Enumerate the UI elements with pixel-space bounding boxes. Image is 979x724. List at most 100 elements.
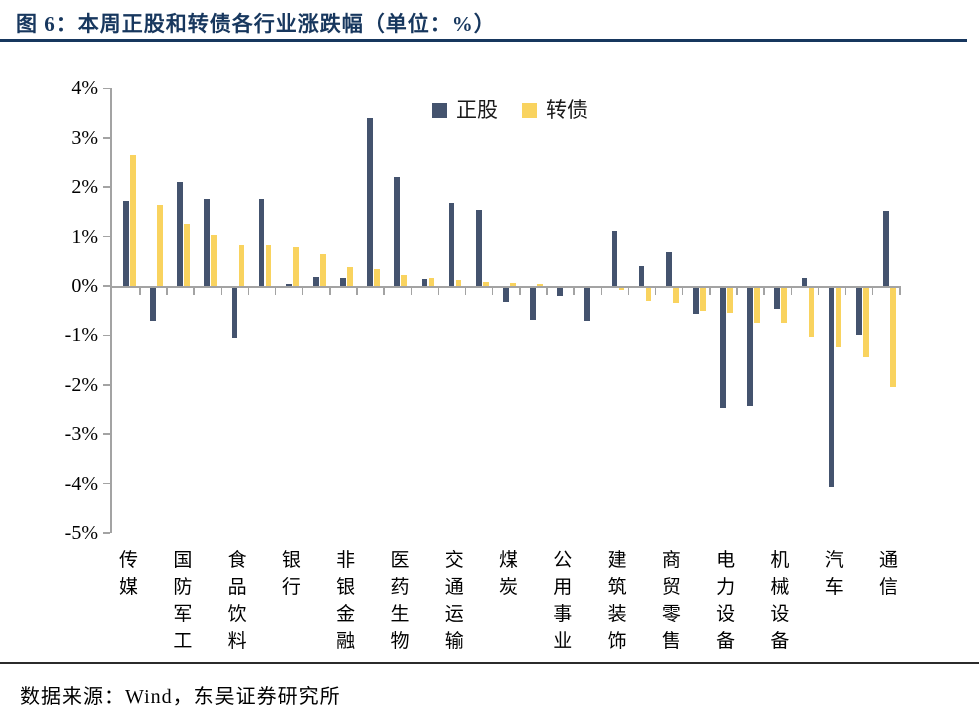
- x-axis-tick: [220, 288, 223, 295]
- y-axis-label: -4%: [64, 472, 98, 495]
- y-axis-label: 2%: [71, 176, 98, 199]
- bar-转债-slot6: [265, 244, 272, 286]
- x-axis-tick: [844, 288, 847, 295]
- legend-label-bond: 转债: [546, 98, 588, 122]
- title-rule: [0, 39, 967, 42]
- x-axis-tick: [301, 288, 304, 295]
- bar-转债-slot22: [699, 286, 706, 312]
- bar-转债-slot28: [862, 286, 869, 357]
- bar-转债-传媒: [130, 154, 136, 286]
- x-axis-tick: [736, 288, 738, 295]
- y-axis-tick: [103, 87, 110, 90]
- x-axis-tick: [491, 288, 494, 295]
- x-axis-tick: [247, 288, 250, 295]
- y-axis-line: [110, 88, 112, 533]
- bar-正股-slot16: [530, 286, 536, 320]
- x-axis-tick: [356, 288, 358, 295]
- bar-转债-slot26: [808, 286, 815, 337]
- data-source: 数据来源：Wind，东吴证券研究所: [20, 686, 341, 708]
- y-axis-label: 0%: [71, 275, 98, 297]
- y-axis-tick: [103, 482, 110, 485]
- x-axis-label: 交通运输: [444, 550, 464, 652]
- bar-转债-通信: [889, 286, 896, 388]
- x-axis-label: 电力设备: [716, 550, 736, 652]
- x-axis-line: [110, 286, 902, 288]
- bar-正股-slot6: [258, 198, 265, 286]
- bar-正股-非银金融: [340, 278, 346, 286]
- bar-正股-slot28: [855, 286, 862, 336]
- x-axis-tick: [519, 288, 521, 295]
- bar-正股-电力设备: [720, 286, 726, 409]
- bar-正股-slot26: [801, 278, 808, 286]
- y-axis-tick: [103, 186, 110, 188]
- x-axis-tick: [627, 288, 630, 295]
- x-axis-tick: [166, 288, 168, 295]
- bar-正股-汽车: [828, 286, 835, 488]
- bar-正股-交通运输: [448, 202, 455, 286]
- x-axis-tick: [329, 288, 331, 295]
- bar-转债-slot12: [428, 277, 435, 286]
- bar-转债-slot8: [319, 254, 326, 286]
- bar-正股-机械设备: [774, 286, 781, 309]
- bar-转债-交通运输: [455, 279, 462, 286]
- x-axis-label: 商贸零售: [661, 550, 681, 652]
- x-axis-tick: [871, 288, 874, 295]
- chart-legend: 正股 转债: [432, 100, 588, 121]
- y-axis-tick: [103, 137, 110, 139]
- bar-转债-食品饮料: [238, 244, 245, 286]
- bar-转债-国防军工: [184, 223, 191, 286]
- x-axis-tick: [573, 288, 575, 295]
- y-axis-tick: [103, 532, 110, 534]
- bar-转债-银行: [292, 246, 299, 286]
- bar-转债-商贸零售: [672, 286, 679, 304]
- y-axis-tick: [103, 285, 110, 287]
- bar-转债-slot4: [211, 235, 218, 286]
- bar-正股-slot20: [638, 265, 645, 286]
- bar-正股-建筑装饰: [611, 231, 618, 286]
- x-axis-tick: [193, 288, 195, 295]
- bar-正股-slot12: [421, 279, 428, 286]
- y-axis-label: -1%: [64, 324, 98, 347]
- bar-正股-slot22: [692, 286, 699, 315]
- y-axis-tick: [103, 334, 110, 337]
- x-axis-tick: [681, 288, 684, 295]
- bar-正股-公用事业: [557, 286, 564, 297]
- x-axis-label: 食品饮料: [227, 550, 247, 652]
- bar-转债-slot16: [537, 283, 543, 286]
- bar-正股-slot8: [312, 277, 319, 286]
- x-axis-label: 机械设备: [770, 550, 790, 652]
- bar-转债-机械设备: [781, 286, 788, 323]
- legend-label-stock: 正股: [456, 98, 498, 122]
- x-axis-label: 非银金融: [336, 550, 356, 652]
- x-axis-label: 汽车: [824, 550, 844, 598]
- x-axis-label: 传媒: [119, 550, 139, 598]
- x-axis-tick: [654, 288, 657, 295]
- bar-正股-slot4: [204, 199, 211, 286]
- bar-转债-非银金融: [347, 266, 353, 286]
- x-axis-label: 建筑装饰: [607, 550, 627, 652]
- x-axis-tick: [464, 288, 467, 295]
- bar-转债-医药生物: [401, 275, 408, 286]
- y-axis-label: 1%: [71, 225, 98, 248]
- x-axis-tick: [600, 288, 603, 295]
- y-axis-label: 3%: [71, 126, 98, 149]
- x-axis-tick: [546, 288, 548, 295]
- x-axis-label: 通信: [878, 550, 898, 598]
- bar-转债-slot10: [374, 268, 381, 286]
- x-axis-label: 国防军工: [173, 550, 193, 652]
- bar-正股-煤炭: [502, 286, 509, 303]
- bar-正股-slot24: [747, 286, 754, 406]
- y-axis-label: -5%: [64, 522, 98, 544]
- y-axis-tick: [103, 384, 110, 386]
- x-axis-tick: [709, 288, 711, 295]
- figure-title: 图 6：本周正股和转债各行业涨跌幅（单位：%）: [16, 12, 496, 36]
- bar-转债-煤炭: [509, 282, 516, 286]
- x-axis-tick: [274, 288, 277, 295]
- x-axis-label: 医药生物: [390, 550, 410, 652]
- x-axis-tick: [139, 288, 141, 295]
- bar-正股-食品饮料: [231, 286, 238, 339]
- bar-转债-slot20: [645, 286, 652, 301]
- bar-正股-slot10: [367, 117, 374, 286]
